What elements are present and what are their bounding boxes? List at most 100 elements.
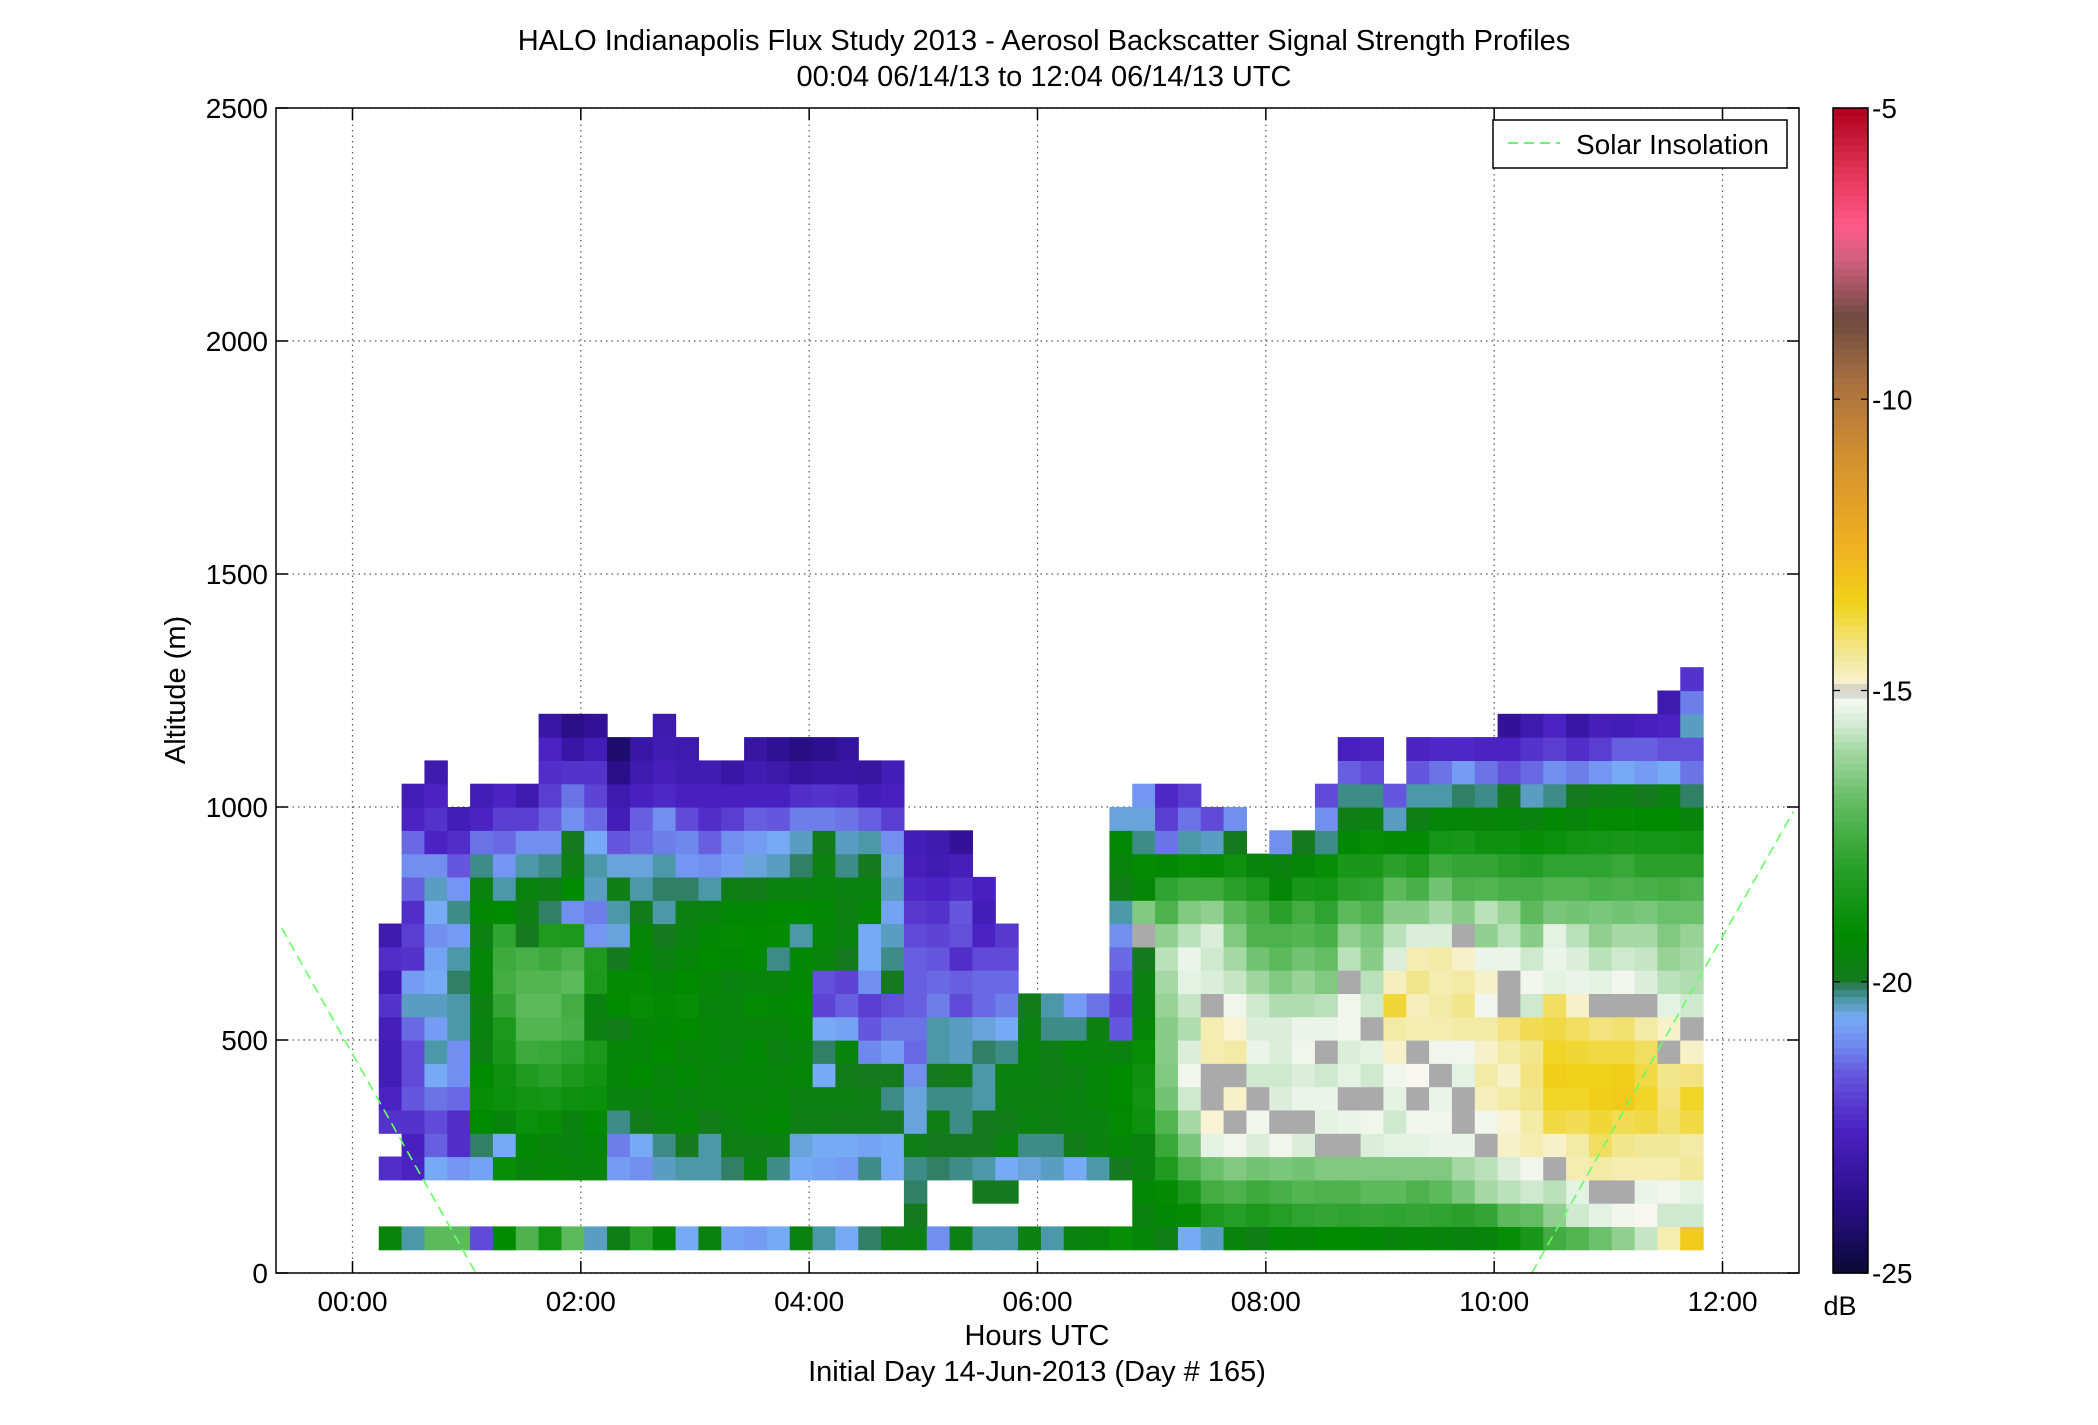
colorbar-segment: [1833, 472, 1868, 481]
colorbar-segment: [1833, 384, 1868, 393]
heatmap-cell: [1680, 923, 1704, 948]
heatmap-cell: [1269, 993, 1293, 1018]
heatmap-cell: [1406, 1226, 1430, 1251]
heatmap-cell: [789, 946, 814, 971]
heatmap-cell: [1063, 1086, 1088, 1111]
heatmap-cell: [1588, 737, 1613, 761]
heatmap-cell: [1566, 760, 1590, 785]
heatmap-cell: [972, 993, 996, 1018]
heatmap-cell: [698, 830, 722, 855]
heatmap-cell: [1634, 853, 1659, 878]
heatmap-cell: [1223, 923, 1248, 948]
heatmap-cell: [1451, 993, 1476, 1018]
heatmap-cell: [1497, 970, 1522, 994]
heatmap-cell: [470, 1086, 494, 1111]
heatmap-cell: [1246, 970, 1270, 994]
heatmap-cell: [629, 900, 654, 925]
heatmap-cell: [881, 760, 905, 785]
heatmap-cell: [447, 1086, 471, 1111]
heatmap-cell: [1543, 1086, 1567, 1111]
heatmap-cell: [881, 946, 905, 971]
heatmap-cell: [515, 1063, 540, 1088]
heatmap-cell: [1497, 853, 1522, 878]
heatmap-cell: [949, 923, 974, 948]
heatmap-cell: [1429, 946, 1453, 971]
heatmap-cell: [584, 1040, 608, 1064]
heatmap-cell: [926, 830, 951, 855]
heatmap-cell: [1223, 876, 1248, 901]
heatmap-cell: [1314, 1016, 1339, 1041]
heatmap-cell: [1611, 946, 1636, 971]
heatmap-cell: [1611, 970, 1636, 994]
colorbar-segment: [1833, 1192, 1868, 1201]
heatmap-cell: [561, 760, 585, 785]
heatmap-cell: [881, 900, 905, 925]
heatmap-cell: [1520, 713, 1544, 738]
heatmap-cell: [515, 830, 540, 855]
heatmap-cell: [1132, 923, 1156, 948]
colorbar-segment: [1833, 275, 1868, 284]
heatmap-cell: [675, 1063, 700, 1088]
colorbar-segment: [1833, 1141, 1868, 1150]
heatmap-cell: [652, 970, 677, 994]
colorbar-segment: [1833, 930, 1868, 939]
heatmap-cell: [424, 830, 448, 855]
heatmap-cell: [903, 1040, 928, 1064]
heatmap-cell: [584, 1016, 608, 1041]
heatmap-cell: [1360, 1086, 1385, 1111]
heatmap-cell: [1086, 1226, 1111, 1251]
heatmap-cell: [607, 760, 631, 785]
colorbar-segment: [1833, 1105, 1868, 1114]
heatmap-cell: [1543, 1063, 1567, 1088]
heatmap-cell: [698, 1226, 722, 1251]
heatmap-cell: [447, 807, 471, 831]
heatmap-cell: [424, 1086, 448, 1111]
heatmap-cell: [652, 1156, 677, 1181]
heatmap-cell: [584, 946, 608, 971]
colorbar-segment: [1833, 370, 1868, 379]
heatmap-cell: [1155, 783, 1179, 808]
heatmap-cell: [1474, 876, 1499, 901]
heatmap-cell: [1292, 1109, 1316, 1134]
heatmap-cell: [378, 1156, 403, 1181]
heatmap-cell: [1566, 1156, 1590, 1181]
heatmap-cell: [1383, 1133, 1407, 1158]
heatmap-cell: [607, 970, 631, 994]
heatmap-cell: [1406, 783, 1430, 808]
heatmap-cell: [881, 1016, 905, 1041]
heatmap-cell: [1406, 1203, 1430, 1227]
heatmap-cell: [766, 970, 791, 994]
heatmap-cell: [1657, 690, 1681, 715]
heatmap-cell: [1383, 1109, 1407, 1134]
heatmap-cell: [903, 923, 928, 948]
colorbar-segment: [1833, 173, 1868, 182]
heatmap-cell: [766, 783, 791, 808]
heatmap-cell: [1520, 923, 1544, 948]
heatmap-cell: [1451, 807, 1476, 831]
heatmap-cell: [789, 853, 814, 878]
heatmap-cell: [1634, 900, 1659, 925]
heatmap-cell: [1040, 1063, 1065, 1088]
heatmap-cell: [926, 1226, 951, 1251]
heatmap-cell: [1566, 1063, 1590, 1088]
heatmap-cell: [1109, 807, 1133, 831]
heatmap-cell: [881, 1063, 905, 1088]
heatmap-cell: [1155, 1109, 1179, 1134]
heatmap-cell: [698, 946, 722, 971]
heatmap-cell: [675, 853, 700, 878]
heatmap-cell: [1451, 1156, 1476, 1181]
heatmap-cell: [698, 1156, 722, 1181]
heatmap-cell: [584, 760, 608, 785]
heatmap-cell: [1177, 1063, 1202, 1088]
heatmap-cell: [698, 1086, 722, 1111]
heatmap-cell: [1200, 1109, 1225, 1134]
heatmap-cell: [1634, 993, 1659, 1018]
colorbar-segment: [1833, 690, 1868, 699]
heatmap-cell: [766, 1109, 791, 1134]
heatmap-cell: [858, 1040, 882, 1064]
heatmap-cell: [675, 946, 700, 971]
heatmap-cell: [1109, 1133, 1133, 1158]
colorbar-segment: [1833, 799, 1868, 808]
heatmap-cell: [1132, 1133, 1156, 1158]
colorbar-tick-label: -10: [1872, 384, 1912, 415]
